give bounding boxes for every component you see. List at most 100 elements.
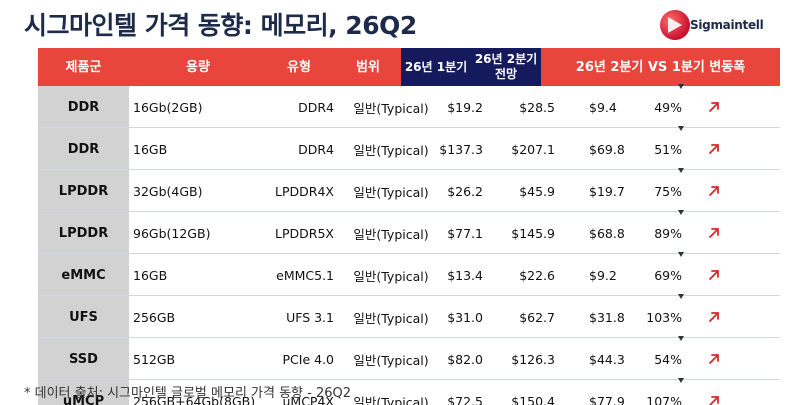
category-cell: eMMC [61,267,106,283]
type-cell: LPDDR4X [275,183,334,199]
q1-price-cell: $137.3 [439,141,483,157]
header-q2-line2: 전망 [494,67,518,81]
row-marker-icon [678,294,684,299]
q2-price-cell: $126.3 [511,351,555,367]
arrow-up-right-icon [698,338,730,380]
capacity-cell: 16GB [133,267,168,283]
arrow-up-right-icon [698,254,730,296]
row-marker-icon [678,252,684,257]
capacity-cell: 16Gb(2GB) [133,99,203,115]
diff-cell: $31.8 [589,309,625,325]
table-row: DDR 16Gb(2GB) DDR4 일반(Typical) $19.2 $28.5 $9.… [38,84,780,128]
range-cell: 일반(Typical) [353,310,429,326]
table-row: SSD 512GB PCIe 4.0 일반(Typical) $82.0 $126.3 $4… [38,336,780,380]
category-cell: LPDDR [58,183,109,199]
diff-cell: $77.9 [589,393,625,405]
capacity-cell: 32Gb(4GB) [133,183,203,199]
header-range: 범위 [356,59,380,75]
pct-cell: 75% [654,183,682,199]
range-cell: 일반(Typical) [353,352,429,368]
arrow-up-right-icon [698,86,730,128]
sigmaintell-logo-icon [660,10,690,40]
range-cell: 일반(Typical) [353,100,429,116]
arrow-up-right-icon [698,296,730,338]
q2-price-cell: $22.6 [519,267,555,283]
table-header: 제품군 용량 유형 범위 26년 1분기 26년 2분기 전망 26년 2분기 … [38,48,780,86]
pct-cell: 107% [646,393,682,405]
header-change: 26년 2분기 VS 1분기 변동폭 [575,59,746,75]
header-category: 제품군 [65,59,102,75]
capacity-cell: 256GB+64Gb(8GB) [133,393,256,405]
arrow-up-right-icon [698,380,730,405]
header-q2: 26년 2분기 전망 [471,48,541,86]
diff-cell: $9.2 [589,267,617,283]
diff-cell: $44.3 [589,351,625,367]
q1-price-cell: $26.2 [447,183,483,199]
row-marker-icon [678,378,684,383]
q1-price-cell: $31.0 [447,309,483,325]
q1-price-cell: $72.5 [447,393,483,405]
category-cell: UFS [69,309,98,325]
q1-price-cell: $19.2 [447,99,483,115]
type-cell: eMMC5.1 [276,267,334,283]
type-cell: uMCP4X [282,393,335,405]
table-row: UFS 256GB UFS 3.1 일반(Typical) $31.0 $62.7 $31.… [38,294,780,338]
diff-cell: $69.8 [589,141,625,157]
q2-price-cell: $145.9 [511,225,555,241]
type-cell: LPDDR5X [275,225,334,241]
logo-text: Sigmaintell [690,18,764,32]
row-marker-icon [678,126,684,131]
row-marker-icon [678,168,684,173]
pct-cell: 69% [654,267,682,283]
capacity-cell: 16GB [133,141,168,157]
pct-cell: 49% [654,99,682,115]
q2-price-cell: $207.1 [511,141,555,157]
type-cell: PCIe 4.0 [282,351,335,367]
q2-price-cell: $45.9 [519,183,555,199]
category-cell: DDR [67,141,100,157]
type-cell: UFS 3.1 [286,309,334,325]
capacity-cell: 96Gb(12GB) [133,225,211,241]
range-cell: 일반(Typical) [353,142,429,158]
category-cell: uMCP [62,393,105,405]
arrow-up-right-icon [698,212,730,254]
range-cell: 일반(Typical) [353,268,429,284]
data-source-note: * 데이터 출처: 시그마인텔 글로벌 메모리 가격 동향 - 26Q2 [24,386,352,401]
table-row: LPDDR 32Gb(4GB) LPDDR4X 일반(Typical) $26.2 $45… [38,168,780,212]
table-row: LPDDR 96Gb(12GB) LPDDR5X 일반(Typical) $77.1 $1… [38,210,780,254]
range-cell: 일반(Typical) [353,394,429,405]
pct-cell: 103% [646,309,682,325]
row-marker-icon [678,84,684,89]
pct-cell: 51% [654,141,682,157]
row-marker-icon [678,336,684,341]
diff-cell: $68.8 [589,225,625,241]
q1-price-cell: $13.4 [447,267,483,283]
header-type: 유형 [287,59,311,75]
brand-logo: Sigmaintell [660,10,784,40]
table-row: eMMC 16GB eMMC5.1 일반(Typical) $13.4 $22.6 $9.2… [38,252,780,296]
category-cell: LPDDR [58,225,109,241]
arrow-up-right-icon [698,128,730,170]
arrow-up-right-icon [698,170,730,212]
type-cell: DDR4 [298,99,334,115]
capacity-cell: 512GB [133,351,176,367]
page-title: 시그마인텔 가격 동향: 메모리, 26Q2 [24,11,417,40]
category-column-bg [38,86,129,405]
type-cell: DDR4 [298,141,334,157]
header-capacity: 용량 [186,59,210,75]
pct-cell: 89% [654,225,682,241]
table-row: uMCP 256GB+64Gb(8GB) uMCP4X 일반(Typical) $72.… [38,378,780,405]
category-cell: SSD [69,351,98,367]
q1-price-cell: $77.1 [447,225,483,241]
header-q2-line1: 26년 2분기 [474,52,538,66]
q2-price-cell: $150.4 [511,393,555,405]
q2-price-cell: $28.5 [519,99,555,115]
diff-cell: $9.4 [589,99,617,115]
pct-cell: 54% [654,351,682,367]
table-row: DDR 16GB DDR4 일반(Typical) $137.3 $207.1 $69.8 5… [38,126,780,170]
q2-price-cell: $62.7 [519,309,555,325]
q1-price-cell: $82.0 [447,351,483,367]
category-cell: DDR [67,99,100,115]
capacity-cell: 256GB [133,309,176,325]
header-q1: 26년 1분기 [401,48,471,86]
